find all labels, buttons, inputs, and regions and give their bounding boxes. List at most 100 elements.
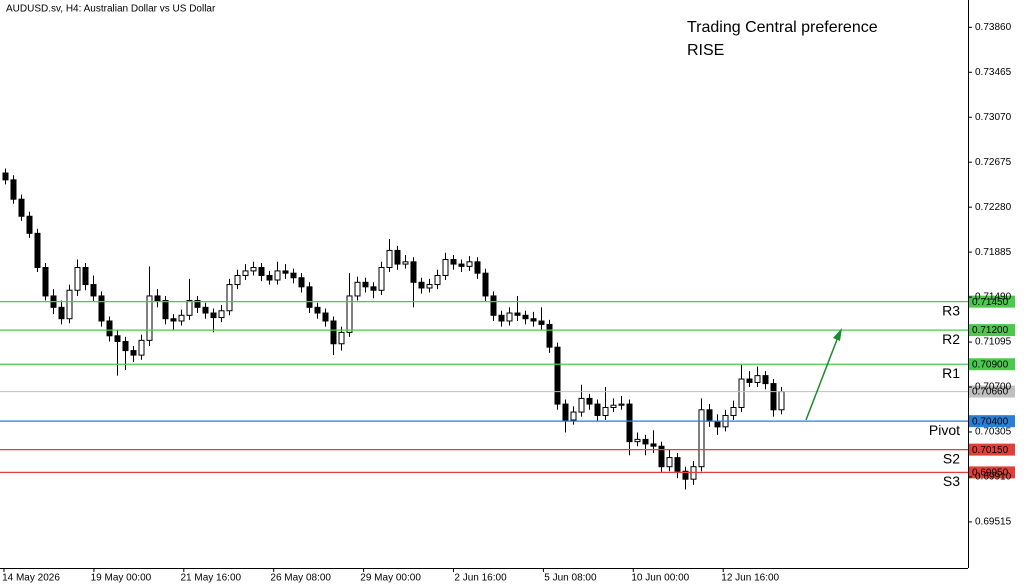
candle-body (522, 314, 529, 320)
candle-body (330, 320, 337, 345)
level-value-label: 0.71450 (972, 297, 1009, 308)
candle-body (594, 403, 601, 416)
x-tick-label: 5 Jun 08:00 (544, 573, 597, 584)
candle-body (130, 350, 137, 356)
candle-body (402, 261, 409, 265)
candle-body (266, 274, 273, 281)
candle-body (314, 306, 321, 314)
candle-body (66, 289, 73, 320)
candle-body (234, 274, 241, 286)
y-tick-label: 0.70305 (975, 427, 1012, 438)
candle-body (762, 375, 769, 385)
candle-body (738, 378, 745, 409)
y-tick-label: 0.70700 (975, 382, 1012, 393)
candle-body (778, 391, 785, 411)
candle-body (650, 443, 657, 447)
candle-body (218, 310, 225, 319)
level-name: R1 (942, 365, 960, 381)
candle-body (322, 312, 329, 322)
annotation: Trading Central preference (687, 19, 878, 36)
x-tick-label: 12 Jun 16:00 (721, 573, 779, 584)
candle-body (122, 340, 129, 352)
candle-body (258, 266, 265, 276)
candle-body (290, 272, 297, 279)
x-tick-label: 14 May 2026 (2, 573, 60, 584)
y-tick-label: 0.71490 (975, 292, 1012, 303)
candle-body (698, 409, 705, 468)
candle-body (90, 284, 97, 297)
candle-body (706, 409, 713, 422)
level-value-label: 0.69950 (972, 468, 1009, 479)
candle-body (138, 339, 145, 356)
candle-body (82, 266, 89, 286)
candle-body (562, 403, 569, 421)
level-value-label: 0.71200 (972, 325, 1009, 336)
candle-body (474, 261, 481, 274)
candle-body (586, 397, 593, 405)
candle-body (714, 420, 721, 428)
level-name: S2 (943, 450, 960, 466)
candle-body (642, 438, 649, 445)
candle-body (394, 249, 401, 265)
level-name: R3 (942, 302, 960, 318)
candle-body (106, 320, 113, 337)
candle-body (114, 335, 121, 342)
candle-body (186, 300, 193, 316)
level-box (969, 295, 1015, 308)
candle-body (10, 179, 17, 200)
level-value-label: 0.70400 (972, 416, 1009, 427)
candle-body (210, 312, 217, 319)
candle-body (442, 259, 449, 276)
candle-body (770, 383, 777, 411)
candle-body (626, 403, 633, 443)
candle-body (506, 312, 513, 322)
candle-body (610, 404, 617, 409)
candle-body (530, 318, 537, 322)
candle-body (386, 249, 393, 268)
level-value-label: 0.70150 (972, 445, 1009, 456)
x-tick-label: 26 May 08:00 (270, 573, 331, 584)
candle-body (154, 295, 161, 302)
candle-body (602, 407, 609, 416)
candle-body (274, 270, 281, 281)
level-name: S3 (943, 473, 960, 489)
candle-body (458, 263, 465, 267)
candle-body (146, 295, 153, 341)
last-price-box (969, 385, 1015, 398)
y-tick-label: 0.71095 (975, 337, 1012, 348)
candle-body (570, 411, 577, 421)
candle-body (42, 266, 49, 297)
chart-header: AUDUSD.sv, H4: Australian Dollar vs US D… (6, 4, 216, 15)
level-name: Pivot (929, 422, 960, 438)
candle-body (194, 300, 201, 308)
x-tick-label: 19 May 00:00 (91, 573, 152, 584)
y-tick-label: 0.73860 (975, 22, 1012, 33)
candle-body (666, 457, 673, 468)
candle-body (178, 314, 185, 322)
candle-body (426, 284, 433, 289)
candle-body (242, 270, 249, 276)
candle-body (34, 232, 41, 268)
candle-body (74, 266, 81, 291)
y-tick-label: 0.73465 (975, 67, 1012, 78)
candle-body (658, 445, 665, 468)
candle-body (370, 286, 377, 291)
candle-body (434, 274, 441, 286)
candle-body (554, 346, 561, 405)
candle-body (450, 259, 457, 265)
last-price-label: 0.70660 (972, 387, 1009, 398)
candle-body (466, 261, 473, 267)
x-tick-label: 10 Jun 00:00 (631, 573, 689, 584)
level-box (969, 443, 1015, 456)
candle-body (170, 318, 177, 322)
candle-body (282, 270, 289, 274)
x-tick-label: 21 May 16:00 (180, 573, 241, 584)
annotation: RISE (687, 42, 724, 59)
x-tick-label: 2 Jun 16:00 (454, 573, 507, 584)
y-tick-label: 0.69515 (975, 517, 1012, 528)
candle-body (378, 266, 385, 291)
candle-body (18, 198, 25, 217)
y-tick-label: 0.73070 (975, 112, 1012, 123)
